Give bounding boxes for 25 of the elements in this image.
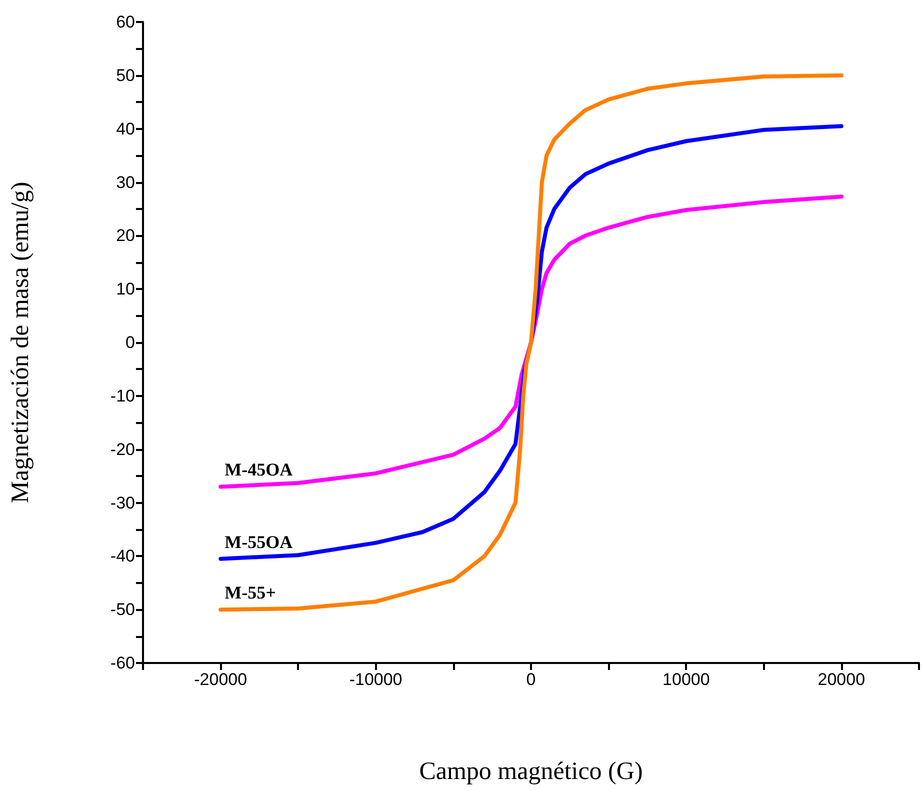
y-tick-label: -10 bbox=[110, 386, 135, 406]
y-tick-label: 0 bbox=[126, 333, 135, 352]
y-tick-label: 10 bbox=[116, 280, 135, 299]
y-tick-label: 50 bbox=[116, 66, 135, 85]
x-axis-title: Campo magnético (G) bbox=[419, 758, 643, 785]
line-series bbox=[218, 194, 844, 489]
x-tick-label: 20000 bbox=[818, 670, 866, 689]
series-label: M-55+ bbox=[224, 582, 276, 603]
series-label: M-45OA bbox=[224, 460, 293, 480]
y-axis-title: Magnetización de masa (emu/g) bbox=[7, 182, 34, 504]
y-tick-label: -30 bbox=[110, 493, 135, 512]
y-tick-label: -60 bbox=[110, 654, 135, 672]
y-tick-label: -40 bbox=[110, 546, 135, 566]
x-tick-label: 10000 bbox=[662, 670, 710, 689]
y-tick-label: 40 bbox=[116, 119, 135, 138]
y-tick-label: 30 bbox=[116, 172, 135, 192]
x-tick-label: 0 bbox=[526, 670, 536, 689]
y-tick-label: 20 bbox=[116, 226, 135, 246]
series-label: M-55OA bbox=[224, 532, 293, 552]
x-tick-label: -10000 bbox=[349, 670, 402, 689]
y-tick-label: -50 bbox=[110, 600, 135, 620]
x-tick-label: -20000 bbox=[194, 670, 248, 689]
y-tick-label: 60 bbox=[116, 12, 135, 32]
y-tick-label: -20 bbox=[110, 440, 135, 459]
line-series bbox=[218, 73, 844, 612]
